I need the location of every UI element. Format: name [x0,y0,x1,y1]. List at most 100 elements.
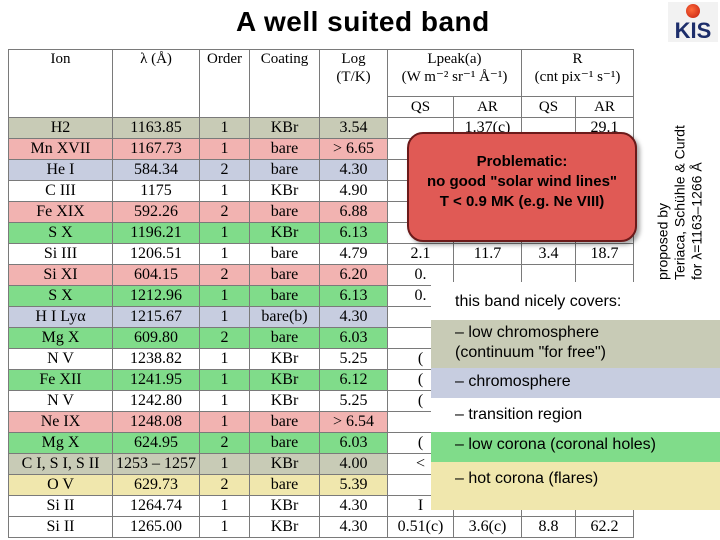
cell-ion: H2 [8,117,113,139]
cell-order: 1 [199,390,250,412]
cell-order: 1 [199,306,250,328]
attribution-label: proposed by Teriaca, Schühle & Curdt for… [640,44,720,280]
cell-coating: KBr [249,390,320,412]
kis-logo: KIS [668,2,718,43]
header-coating: Coating [249,49,320,118]
cell-ion: O V [8,474,113,496]
coverage-panel: this band nicely covers: – low chromosph… [431,282,720,510]
cell-order: 1 [199,285,250,307]
cell-log: 4.30 [319,306,388,328]
callout-line-1: Problematic: [476,153,568,170]
cell-coating: KBr [249,117,320,139]
subheader-r-ar: AR [575,96,634,118]
header-r-unit: (cnt pix⁻¹ s⁻¹) [534,69,621,85]
header-order: Order [199,49,250,118]
cell-coating: bare [249,138,320,160]
table-row: Si III 1206.51 1 bare 4.79 2.1 11.7 3.4 18.7 [8,243,634,265]
cell-ion: S X [8,285,113,307]
cell-lambda: 629.73 [112,474,200,496]
cell-log: 6.88 [319,201,388,223]
cell-log: 5.25 [319,348,388,370]
attribution-line-2: Teriaca, Schühle & Curdt [671,125,688,280]
cell-rar: 18.7 [575,243,634,265]
problematic-callout: Problematic: no good "solar wind lines" … [407,132,637,242]
cell-lambda: 1238.82 [112,348,200,370]
cell-ion: S X [8,222,113,244]
cell-log: 3.54 [319,117,388,139]
header-lpeak: Lpeak(a) (W m⁻² sr⁻¹ Å⁻¹) [387,49,522,97]
cell-coating: bare [249,411,320,433]
table-header-row: Ion λ (Å) Order Coating Log (T/K) Lpeak(… [8,49,634,118]
cell-log: 4.00 [319,453,388,475]
cell-ion: C I, S I, S II [8,453,113,475]
cell-coating: bare [249,285,320,307]
cell-ion: Mg X [8,327,113,349]
cell-order: 1 [199,411,250,433]
cell-coating: bare [249,474,320,496]
cell-rar: 62.2 [575,516,634,538]
cell-coating: KBr [249,348,320,370]
cell-order: 1 [199,453,250,475]
cell-lambda: 1248.08 [112,411,200,433]
cell-log: 5.39 [319,474,388,496]
header-log-label: Log [341,51,366,67]
cell-order: 1 [199,180,250,202]
cell-coating: KBr [249,495,320,517]
cell-lambda: 1163.85 [112,117,200,139]
cell-log: 4.90 [319,180,388,202]
coverage-item-low-corona: – low corona (coronal holes) [431,432,720,462]
cell-lambda: 1206.51 [112,243,200,265]
cell-ion: Si II [8,495,113,517]
coverage-item-low-chromosphere: – low chromosphere (continuum "for free"… [431,320,720,368]
subheader-lpeak-ar: AR [453,96,522,118]
cell-lar: 3.6(c) [453,516,522,538]
cell-order: 2 [199,327,250,349]
header-r: R (cnt pix⁻¹ s⁻¹) [521,49,634,97]
cell-coating: bare [249,432,320,454]
cell-coating: bare [249,243,320,265]
cell-order: 1 [199,243,250,265]
cell-ion: Mn XVII [8,138,113,160]
header-log: Log (T/K) [319,49,388,118]
cell-order: 2 [199,159,250,181]
cell-ion: H I Lyα [8,306,113,328]
callout-line-3: T < 0.9 MK (e.g. Ne VIII) [439,193,605,210]
cell-log: 4.79 [319,243,388,265]
cell-log: 6.13 [319,285,388,307]
cell-ion: Ne IX [8,411,113,433]
attribution-text: proposed by Teriaca, Schühle & Curdt for… [655,44,706,280]
header-lambda: λ (Å) [112,49,200,118]
cell-log: 5.25 [319,390,388,412]
cell-lambda: 624.95 [112,432,200,454]
cell-log: 6.13 [319,222,388,244]
spectral-line-table: Ion λ (Å) Order Coating Log (T/K) Lpeak(… [8,49,634,538]
cell-order: 1 [199,222,250,244]
cell-lqs: 0.51(c) [387,516,454,538]
cell-order: 1 [199,516,250,538]
cell-order: 1 [199,117,250,139]
cell-ion: Si III [8,243,113,265]
line-table-sheet: Ion λ (Å) Order Coating Log (T/K) Lpeak(… [8,44,640,538]
cell-lambda: 1242.80 [112,390,200,412]
cell-order: 1 [199,495,250,517]
cell-rqs: 3.4 [521,243,576,265]
cell-lambda: 1215.67 [112,306,200,328]
cell-lambda: 1253 – 1257 [112,453,200,475]
sun-icon [686,4,700,18]
cell-log: 4.30 [319,159,388,181]
cell-lar: 11.7 [453,243,522,265]
cell-coating: bare(b) [249,306,320,328]
cell-lambda: 1167.73 [112,138,200,160]
cell-log: 4.30 [319,495,388,517]
cell-lambda: 1196.21 [112,222,200,244]
cell-lambda: 604.15 [112,264,200,286]
cell-coating: bare [249,264,320,286]
cell-ion: He I [8,159,113,181]
cell-coating: bare [249,201,320,223]
coverage-item-hot-corona: – hot corona (flares) [431,462,720,510]
cell-lambda: 592.26 [112,201,200,223]
cell-log: 6.12 [319,369,388,391]
cell-log: 4.30 [319,516,388,538]
cell-order: 1 [199,138,250,160]
cell-ion: N V [8,390,113,412]
